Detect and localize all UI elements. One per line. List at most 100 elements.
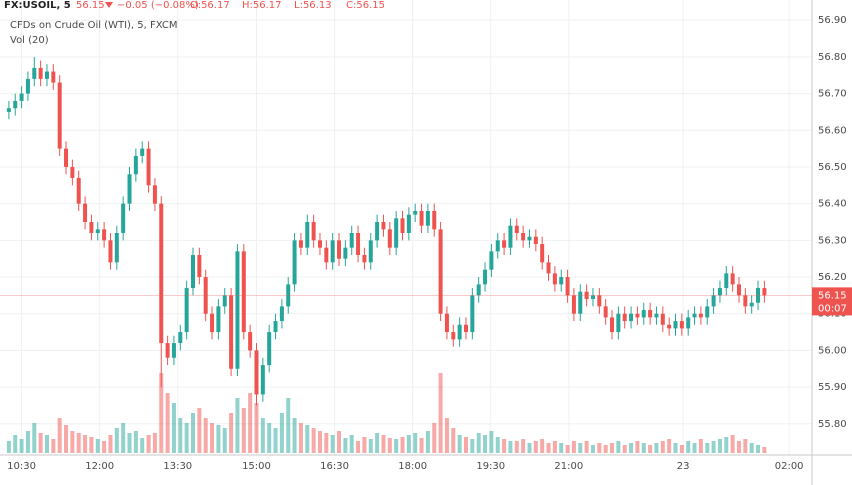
y-tick-label: 56.60 — [818, 125, 847, 136]
volume-bar — [317, 431, 322, 453]
volume-bar — [114, 428, 119, 453]
candle-body — [248, 332, 253, 351]
volume-bar — [387, 438, 392, 453]
volume-bar — [203, 418, 208, 453]
volume-title: Vol (20) — [10, 35, 49, 46]
volume-bar — [495, 437, 500, 453]
candle-body — [229, 295, 234, 369]
y-tick-label: 56.40 — [818, 199, 847, 210]
candle-body — [533, 236, 538, 245]
volume-bar — [603, 445, 608, 453]
candle-body — [292, 240, 297, 285]
candle-body — [597, 295, 602, 307]
candle-body — [425, 210, 430, 226]
candle-body — [508, 225, 513, 248]
x-tick-label: 10:30 — [7, 461, 36, 472]
volume-bar — [95, 439, 100, 453]
candle-body — [273, 321, 278, 333]
candle-body — [394, 218, 399, 248]
ohlc-value: L:56.13 — [294, 0, 332, 11]
volume-bar — [140, 438, 145, 453]
candle-body — [108, 240, 113, 263]
volume-bar — [756, 445, 761, 453]
candle-body — [438, 229, 443, 314]
candle-body — [83, 203, 88, 222]
candle-body — [578, 291, 583, 314]
candle-body — [152, 185, 157, 204]
volume-bar — [565, 445, 570, 453]
candle-body — [171, 343, 176, 358]
candle-body — [667, 324, 672, 329]
candle-body — [210, 313, 215, 333]
volume-bar — [762, 447, 767, 453]
volume-bar — [6, 441, 11, 453]
candle-body — [114, 233, 119, 263]
candle-body — [489, 251, 494, 270]
volume-bar — [444, 418, 449, 453]
volume-bar — [533, 441, 538, 453]
candle-body — [660, 313, 665, 325]
candle-body — [673, 321, 678, 329]
volume-bar — [25, 431, 30, 453]
volume-bar — [743, 439, 748, 453]
volume-bar — [362, 437, 367, 453]
candle-body — [76, 177, 81, 204]
volume-bar — [83, 435, 88, 453]
candle-body — [260, 365, 265, 395]
volume-bar — [273, 428, 278, 453]
volume-bar — [717, 439, 722, 453]
candle-body — [13, 100, 18, 109]
candle-body — [381, 221, 386, 230]
volume-bar — [248, 393, 253, 453]
volume-bar — [521, 439, 526, 453]
last-price-box — [812, 287, 852, 316]
volume-bar — [502, 439, 507, 453]
y-tick-label: 56.20 — [818, 272, 847, 283]
grid — [0, 0, 812, 455]
candle-body — [540, 244, 545, 263]
volume-bar — [32, 423, 37, 453]
candle-body — [165, 343, 170, 358]
candle-body — [629, 313, 634, 322]
x-tick-label: 13:30 — [163, 461, 192, 472]
candle-body — [730, 273, 735, 285]
volume-bar — [159, 373, 164, 453]
volume-bar — [451, 428, 456, 453]
candle-body — [571, 295, 576, 314]
candle-body — [495, 240, 500, 252]
candle-body — [717, 288, 722, 296]
candle-body — [546, 262, 551, 274]
volume-bar — [597, 443, 602, 453]
candle-body — [311, 221, 316, 241]
candle-body — [44, 71, 49, 79]
price: 56.15 — [76, 0, 105, 11]
volume-bar — [616, 441, 621, 453]
candle-body — [559, 277, 564, 285]
volume-bar — [476, 433, 481, 453]
candle-body — [648, 310, 653, 318]
y-tick-label: 56.30 — [818, 235, 847, 246]
volume-bar — [146, 435, 151, 453]
volume-bar — [654, 443, 659, 453]
volume-bar — [698, 439, 703, 453]
candle-body — [692, 313, 697, 318]
volume-bar — [184, 423, 189, 453]
candle-body — [451, 332, 456, 340]
volume-bar — [292, 418, 297, 453]
candle-body — [654, 313, 659, 318]
volume-bar — [235, 398, 240, 453]
volume-bar — [463, 437, 468, 453]
candle-body — [324, 247, 329, 263]
candle-body — [19, 93, 24, 101]
candle-body — [463, 324, 468, 333]
volume-bar — [152, 433, 157, 453]
candle-body — [64, 148, 69, 167]
ohlc-value: H:56.17 — [242, 0, 282, 11]
candle-body — [616, 313, 621, 333]
volume-bar — [286, 398, 291, 453]
candle-body — [375, 221, 380, 241]
volume-bar — [483, 435, 488, 453]
volume-bar — [70, 431, 75, 453]
volume-bar — [19, 439, 24, 453]
